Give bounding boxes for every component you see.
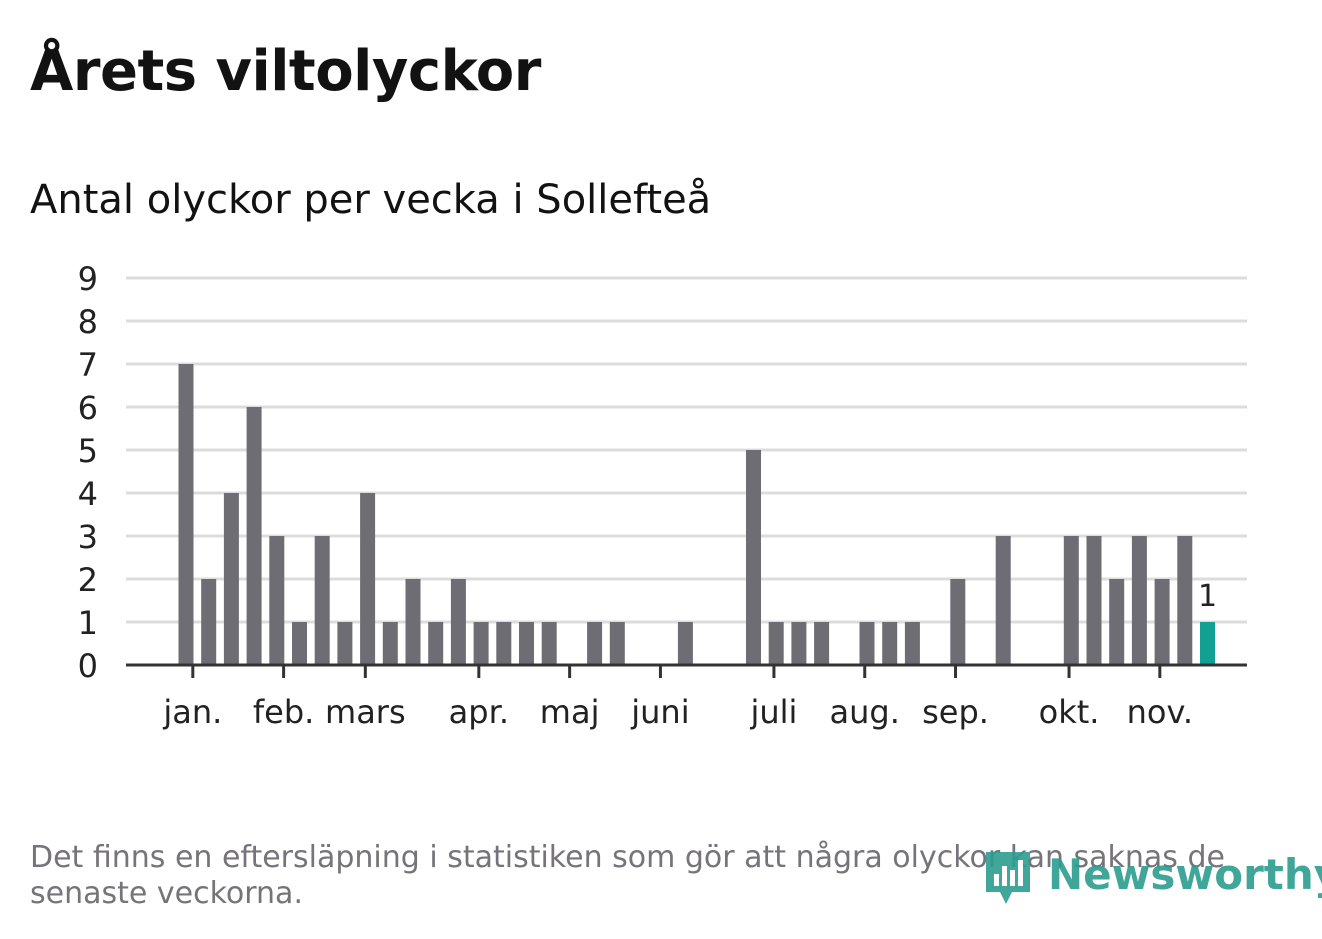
bar	[609, 622, 625, 665]
bar	[677, 622, 693, 665]
x-tick-label: jan.	[162, 693, 222, 730]
bar	[1063, 536, 1079, 665]
x-tick-label: mars	[325, 693, 406, 730]
newsworthy-logo-icon	[986, 852, 1030, 904]
bar	[382, 622, 398, 665]
bar	[904, 622, 920, 665]
bar	[746, 450, 761, 665]
y-tick-label: 2	[78, 561, 98, 599]
bar	[473, 622, 489, 665]
axes	[126, 663, 1247, 678]
bar	[201, 579, 217, 665]
x-tick-label: aug.	[830, 693, 900, 730]
bar	[1109, 579, 1125, 665]
y-tick-label: 0	[78, 647, 98, 685]
bar-current-week	[1200, 622, 1215, 665]
bar	[882, 622, 898, 665]
grid-lines	[126, 276, 1247, 624]
chart-subtitle: Antal olyckor per vecka i Sollefteå	[30, 177, 712, 223]
bar	[178, 364, 194, 665]
x-tick-label: nov.	[1127, 693, 1193, 730]
y-tick-label: 1	[78, 604, 98, 642]
x-tick-label: feb.	[253, 693, 314, 730]
bar	[791, 622, 807, 665]
logo-text: Newsworthy	[1048, 850, 1322, 899]
bar	[405, 579, 421, 665]
bar	[428, 622, 444, 665]
x-tick-label: sep.	[922, 693, 989, 730]
bar	[246, 407, 262, 665]
bar-chart: 0 1 2 3 4 5 6 7 8 9 1 jan. feb. mars apr. maj juni juli au…	[78, 260, 1247, 730]
y-tick-label: 6	[78, 389, 98, 427]
chart-title: Årets viltolyckor	[30, 39, 541, 104]
bar	[1131, 536, 1147, 665]
bar	[950, 579, 966, 665]
y-tick-label: 7	[78, 346, 98, 384]
y-tick-label: 4	[78, 475, 98, 513]
bar	[814, 622, 830, 665]
bar	[496, 622, 512, 665]
labels: 0 1 2 3 4 5 6 7 8 9 1 jan. feb. mars apr. maj juni juli au…	[78, 260, 1217, 730]
bar	[292, 622, 307, 665]
bar	[995, 536, 1011, 665]
bar	[541, 622, 557, 665]
x-tick-label: maj	[540, 693, 600, 730]
bar	[768, 622, 784, 665]
x-tick-label: juli	[749, 693, 797, 730]
y-tick-label: 8	[78, 303, 98, 341]
bar	[269, 536, 285, 665]
y-tick-label: 9	[78, 260, 98, 298]
x-tick-label: juni	[630, 693, 689, 730]
bar	[314, 536, 330, 665]
y-tick-label: 3	[78, 518, 98, 556]
x-tick-label: okt.	[1039, 693, 1100, 730]
bar	[587, 622, 603, 665]
bar	[223, 493, 239, 665]
bar	[1177, 536, 1193, 665]
bar	[1086, 536, 1102, 665]
data-label: 1	[1198, 579, 1217, 614]
bar	[360, 493, 376, 665]
bar	[450, 579, 466, 665]
bar	[519, 622, 534, 665]
bar	[337, 622, 353, 665]
bar	[859, 622, 875, 665]
bar	[1154, 579, 1170, 665]
y-tick-label: 5	[78, 432, 98, 470]
bars	[178, 364, 1215, 665]
newsworthy-logo[interactable]: Newsworthy	[982, 846, 1322, 910]
x-tick-label: apr.	[449, 693, 509, 730]
